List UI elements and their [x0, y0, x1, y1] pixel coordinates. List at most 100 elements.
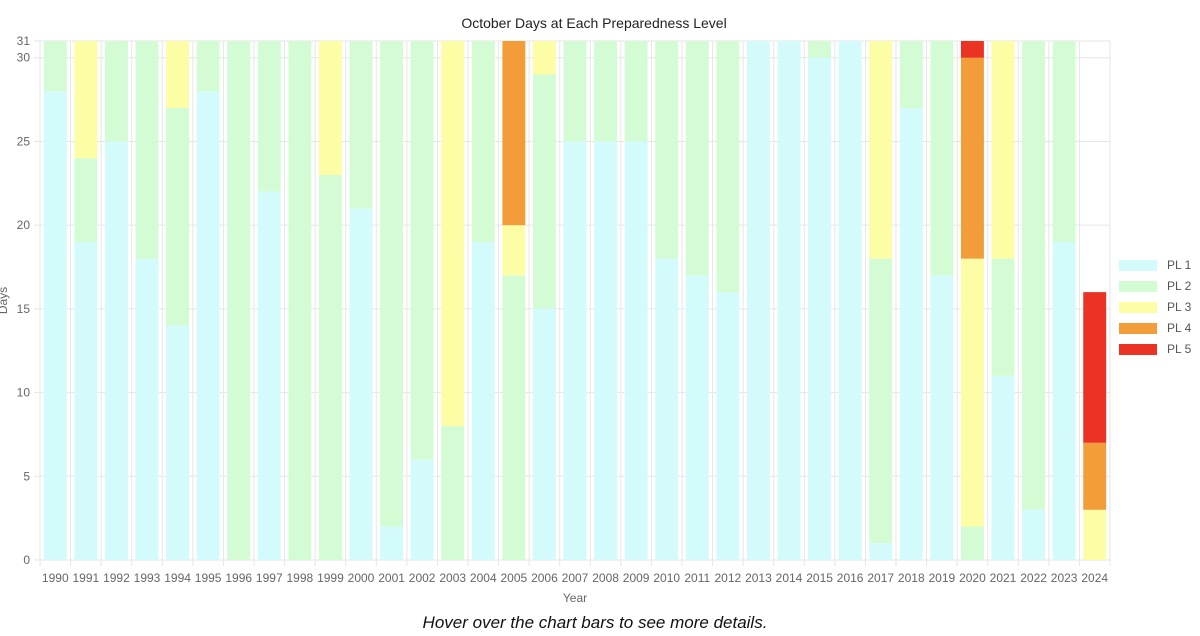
bar-segment-2021-pl2[interactable]: 2021 — PL 2: 7 [991, 258, 1015, 376]
bar-segment-2023-pl1[interactable]: 2023 — PL 1: 19 [1052, 241, 1076, 560]
bar-segment-2021-pl3[interactable]: 2021 — PL 3: 13 [991, 41, 1015, 259]
bar-segment-2018-pl1[interactable]: 2018 — PL 1: 27 [899, 107, 923, 560]
bar-segment-1995-pl1[interactable]: 1995 — PL 1: 28 [196, 91, 220, 561]
bar-segment-2008-pl2[interactable]: 2008 — PL 2: 6 [594, 41, 618, 142]
bar-segment-2024-pl3[interactable]: 2024 — PL 3: 3 [1083, 509, 1107, 560]
bar-segment-2019-pl2[interactable]: 2019 — PL 2: 14 [930, 41, 954, 276]
bar-segment-2007-pl1[interactable]: 2007 — PL 1: 25 [563, 141, 587, 561]
x-tick-label: 2009 [623, 571, 650, 585]
bar-segment-2004-pl1[interactable]: 2004 — PL 1: 19 [471, 241, 495, 560]
bar-segment-1994-pl2[interactable]: 1994 — PL 2: 13 [166, 107, 190, 326]
bar-segment-2000-pl2[interactable]: 2000 — PL 2: 10 [349, 41, 373, 209]
bar-segment-2017-pl3[interactable]: 2017 — PL 3: 13 [869, 41, 893, 259]
bar-segment-2010-pl2[interactable]: 2010 — PL 2: 13 [655, 41, 679, 259]
bar-segment-1997-pl1[interactable]: 1997 — PL 1: 22 [257, 191, 281, 560]
bar-segment-2015-pl2[interactable]: 2015 — PL 2: 1 [808, 41, 832, 58]
bar-segment-2020-pl2[interactable]: 2020 — PL 2: 2 [960, 526, 984, 560]
legend-item-pl5[interactable]: PL 5 [1119, 341, 1191, 357]
bar-segment-2024-pl4[interactable]: 2024 — PL 4: 4 [1083, 442, 1107, 510]
bar-segment-2008-pl1[interactable]: 2008 — PL 1: 25 [594, 141, 618, 561]
bar-segment-2009-pl2[interactable]: 2009 — PL 2: 6 [624, 41, 648, 142]
bar-segment-2002-pl1[interactable]: 2002 — PL 1: 6 [410, 459, 434, 560]
bar-segment-2022-pl2[interactable]: 2022 — PL 2: 28 [1022, 41, 1046, 510]
y-axis-label: Days [0, 287, 10, 314]
bar-segment-1991-pl3[interactable]: 1991 — PL 3: 7 [74, 41, 98, 159]
bar-segment-2005-pl4[interactable]: 2005 — PL 4: 11 [502, 41, 526, 226]
bar-segment-2013-pl1[interactable]: 2013 — PL 1: 31 [746, 41, 770, 560]
legend-label: PL 3 [1167, 300, 1192, 314]
x-tick-label: 2017 [867, 571, 894, 585]
bar-segment-2003-pl2[interactable]: 2003 — PL 2: 8 [441, 426, 465, 560]
legend-swatch [1119, 301, 1157, 313]
legend-item-pl1[interactable]: PL 1 [1119, 257, 1191, 273]
bar-segment-1999-pl3[interactable]: 1999 — PL 3: 8 [318, 41, 342, 175]
x-tick-label: 2012 [715, 571, 742, 585]
bar-segment-2011-pl1[interactable]: 2011 — PL 1: 17 [685, 275, 709, 560]
bar-segment-2023-pl2[interactable]: 2023 — PL 2: 12 [1052, 41, 1076, 242]
x-tick-label: 1995 [195, 571, 222, 585]
x-tick-label: 2018 [898, 571, 925, 585]
bar-segment-1998-pl2[interactable]: 1998 — PL 2: 31 [288, 41, 312, 560]
bar-segment-1992-pl1[interactable]: 1992 — PL 1: 25 [104, 141, 128, 561]
bar-segment-2015-pl1[interactable]: 2015 — PL 1: 30 [808, 57, 832, 560]
bar-segment-2020-pl5[interactable]: 2020 — PL 5: 1 [960, 41, 984, 58]
bar-segment-2006-pl3[interactable]: 2006 — PL 3: 2 [532, 41, 556, 75]
x-tick-label: 1998 [287, 571, 314, 585]
bar-segment-2017-pl2[interactable]: 2017 — PL 2: 17 [869, 258, 893, 544]
x-tick-label: 2005 [501, 571, 528, 585]
bar-segment-2006-pl2[interactable]: 2006 — PL 2: 14 [532, 74, 556, 309]
legend-label: PL 1 [1167, 258, 1192, 272]
legend-item-pl2[interactable]: PL 2 [1119, 278, 1191, 294]
bar-segment-2003-pl3[interactable]: 2003 — PL 3: 23 [441, 41, 465, 427]
legend-item-pl4[interactable]: PL 4 [1119, 320, 1191, 336]
bar-segment-2004-pl2[interactable]: 2004 — PL 2: 12 [471, 41, 495, 242]
bar-segment-2007-pl2[interactable]: 2007 — PL 2: 6 [563, 41, 587, 142]
legend-swatch [1119, 343, 1157, 355]
x-tick-label: 1991 [73, 571, 100, 585]
x-tick-label: 1997 [256, 571, 283, 585]
bar-segment-1999-pl2[interactable]: 1999 — PL 2: 23 [318, 174, 342, 560]
bar-segment-2001-pl2[interactable]: 2001 — PL 2: 29 [380, 41, 404, 527]
bar-segment-1996-pl2[interactable]: 1996 — PL 2: 31 [227, 41, 251, 560]
bar-segment-1994-pl1[interactable]: 1994 — PL 1: 14 [166, 325, 190, 560]
bar-segment-2020-pl4[interactable]: 2020 — PL 4: 12 [960, 57, 984, 259]
legend-swatch [1119, 259, 1157, 271]
bar-segment-1992-pl2[interactable]: 1992 — PL 2: 6 [104, 41, 128, 142]
bar-segment-1997-pl2[interactable]: 1997 — PL 2: 9 [257, 41, 281, 192]
legend-label: PL 5 [1167, 342, 1192, 356]
bar-segment-1991-pl1[interactable]: 1991 — PL 1: 19 [74, 241, 98, 560]
y-tick-label: 30 [17, 51, 31, 65]
bar-segment-1991-pl2[interactable]: 1991 — PL 2: 5 [74, 158, 98, 242]
legend-label: PL 2 [1167, 279, 1192, 293]
bar-segment-2021-pl1[interactable]: 2021 — PL 1: 11 [991, 375, 1015, 560]
bar-segment-2018-pl2[interactable]: 2018 — PL 2: 4 [899, 41, 923, 108]
bar-segment-1995-pl2[interactable]: 1995 — PL 2: 3 [196, 41, 220, 92]
bar-segment-2002-pl2[interactable]: 2002 — PL 2: 25 [410, 41, 434, 460]
bar-segment-2005-pl3[interactable]: 2005 — PL 3: 3 [502, 225, 526, 276]
bar-segment-2009-pl1[interactable]: 2009 — PL 1: 25 [624, 141, 648, 561]
bar-segment-2022-pl1[interactable]: 2022 — PL 1: 3 [1022, 509, 1046, 560]
bar-segment-2012-pl1[interactable]: 2012 — PL 1: 16 [716, 292, 740, 560]
bar-segment-1990-pl2[interactable]: 1990 — PL 2: 3 [43, 41, 67, 92]
bar-segment-2006-pl1[interactable]: 2006 — PL 1: 15 [532, 308, 556, 560]
bar-segment-2017-pl1[interactable]: 2017 — PL 1: 1 [869, 543, 893, 560]
bar-segment-2000-pl1[interactable]: 2000 — PL 1: 21 [349, 208, 373, 560]
bar-segment-2001-pl1[interactable]: 2001 — PL 1: 2 [380, 526, 404, 560]
bar-segment-2020-pl3[interactable]: 2020 — PL 3: 16 [960, 258, 984, 527]
bar-segment-2011-pl2[interactable]: 2011 — PL 2: 14 [685, 41, 709, 276]
bar-segment-2024-pl5[interactable]: 2024 — PL 5: 9 [1083, 292, 1107, 443]
y-tick-label: 20 [17, 218, 31, 232]
bar-segment-2016-pl1[interactable]: 2016 — PL 1: 31 [838, 41, 862, 560]
bar-segment-2005-pl2[interactable]: 2005 — PL 2: 17 [502, 275, 526, 560]
bar-segment-1993-pl2[interactable]: 1993 — PL 2: 13 [135, 41, 159, 259]
bar-segment-1993-pl1[interactable]: 1993 — PL 1: 18 [135, 258, 159, 560]
x-axis-label: Year [563, 591, 587, 605]
bar-segment-2010-pl1[interactable]: 2010 — PL 1: 18 [655, 258, 679, 560]
bar-segment-2014-pl1[interactable]: 2014 — PL 1: 31 [777, 41, 801, 560]
bar-segment-1994-pl3[interactable]: 1994 — PL 3: 4 [166, 41, 190, 108]
legend-item-pl3[interactable]: PL 3 [1119, 299, 1191, 315]
bar-segment-2012-pl2[interactable]: 2012 — PL 2: 15 [716, 41, 740, 293]
bar-segment-2019-pl1[interactable]: 2019 — PL 1: 17 [930, 275, 954, 560]
bar-segment-1990-pl1[interactable]: 1990 — PL 1: 28 [43, 91, 67, 561]
bars[interactable]: 1990 — PL 1: 281990 — PL 2: 3 1991 — PL 1… [43, 41, 1107, 561]
